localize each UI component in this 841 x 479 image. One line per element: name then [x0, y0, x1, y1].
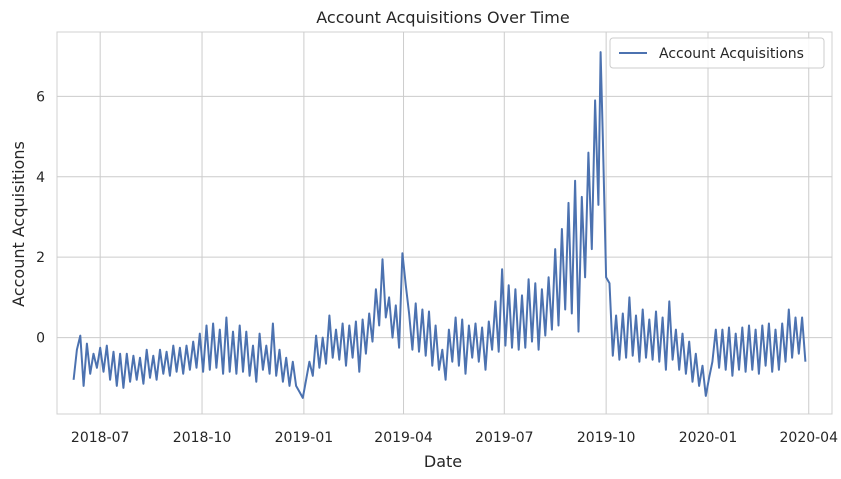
series-layer — [72, 51, 807, 399]
legend-entry-account-acquisitions: Account Acquisitions — [659, 46, 804, 62]
y-tick-label: 4 — [36, 170, 45, 186]
x-tick-label: 2018-10 — [173, 430, 232, 446]
legend: Account Acquisitions — [609, 37, 825, 69]
plot-area — [56, 31, 833, 415]
gridlines — [57, 32, 832, 414]
x-tick-label: 2018-07 — [71, 430, 130, 446]
legend-box — [609, 37, 825, 69]
x-tick-label: 2019-04 — [374, 430, 433, 446]
x-axis-title: Date — [424, 452, 462, 471]
plot-background — [56, 31, 833, 415]
y-axis-title: Account Acquisitions — [9, 141, 28, 307]
y-tick-label: 6 — [36, 89, 45, 105]
series-line-account-acquisitions — [72, 51, 807, 399]
x-axis-ticks: 2018-07 2018-10 2019-01 2019-04 2019-07 2019-… — [71, 430, 838, 446]
x-tick-label: 2020-01 — [679, 430, 738, 446]
y-tick-label: 0 — [36, 331, 45, 347]
x-tick-label: 2020-04 — [780, 430, 839, 446]
x-tick-label: 2019-07 — [475, 430, 534, 446]
x-tick-label: 2019-10 — [577, 430, 636, 446]
x-tick-label: 2019-01 — [275, 430, 334, 446]
y-tick-label: 2 — [36, 250, 45, 266]
y-axis-ticks: 0 2 4 6 — [36, 89, 45, 346]
chart-title: Account Acquisitions Over Time — [316, 8, 569, 27]
